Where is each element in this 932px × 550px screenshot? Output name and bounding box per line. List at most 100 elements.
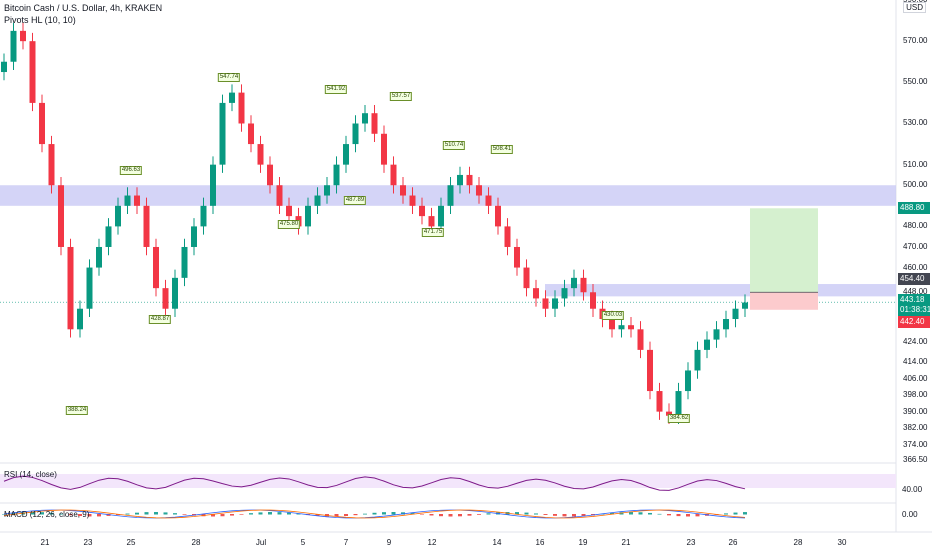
candle-body — [533, 288, 539, 299]
pivot-label: 430.03 — [601, 311, 625, 320]
macd-histogram-bar — [553, 514, 557, 516]
candle-body — [267, 164, 273, 186]
candle-body — [305, 205, 311, 227]
macd-label[interactable]: MACD (12, 26, close, 9) — [4, 510, 90, 519]
candle-body — [238, 92, 245, 124]
macd-histogram-bar — [135, 512, 139, 515]
time-axis-label: 28 — [191, 538, 201, 547]
macd-histogram-bar — [268, 512, 272, 515]
candle-body — [257, 144, 264, 165]
macd-histogram-bar — [334, 514, 339, 517]
macd-histogram-bar — [125, 513, 130, 515]
macd-histogram-bar — [68, 514, 73, 516]
macd-histogram-bar — [572, 514, 576, 517]
macd-histogram-bar — [154, 512, 158, 515]
macd-histogram-bar — [11, 513, 16, 515]
time-axis-label: 23 — [686, 538, 696, 547]
macd-histogram-bar — [211, 514, 215, 517]
macd-histogram-bar — [657, 513, 662, 515]
candle-body — [618, 325, 625, 330]
macd-histogram-bar — [78, 514, 82, 517]
candle-body — [172, 277, 178, 309]
price-axis-label: 500.00 — [903, 180, 928, 190]
indicator-legend[interactable]: Pivots HL (10, 10) — [4, 15, 76, 25]
time-axis-label: 19 — [578, 538, 588, 547]
macd-level: 0.00 — [902, 510, 918, 519]
macd-histogram-bar — [144, 512, 149, 515]
candle-body — [504, 226, 511, 247]
pivot-label: 471.75 — [421, 228, 445, 237]
macd-histogram-bar — [477, 514, 481, 515]
candle-body — [200, 205, 207, 227]
candle-body — [48, 144, 55, 186]
macd-histogram-bar — [448, 514, 453, 517]
symbol-title[interactable]: Bitcoin Cash / U.S. Dollar, 4h, KRAKEN — [4, 3, 163, 13]
candle-body — [637, 329, 644, 350]
candle-body — [10, 30, 17, 62]
candle-body — [447, 185, 454, 206]
price-tag: 488.80 — [898, 202, 930, 215]
macd-histogram-bar — [562, 514, 567, 517]
macd-histogram-bar — [629, 512, 633, 515]
candle-body — [571, 277, 577, 289]
macd-histogram-bar — [173, 513, 177, 515]
candle-body — [656, 391, 663, 412]
price-axis-label: 424.00 — [903, 336, 928, 346]
candle-body — [685, 370, 691, 392]
pivot-label: 428.87 — [148, 315, 172, 324]
macd-histogram-bar — [401, 512, 405, 515]
price-axis-label: 366.50 — [903, 455, 928, 464]
macd-histogram-bar — [686, 514, 690, 517]
candle-body — [580, 277, 587, 293]
rsi-line — [3, 475, 746, 491]
rsi-label[interactable]: RSI (14, close) — [4, 470, 57, 479]
candle-body — [675, 391, 682, 416]
currency-badge[interactable]: USD — [903, 2, 926, 13]
macd-histogram-bar — [676, 514, 681, 517]
macd-histogram-bar — [97, 514, 101, 517]
macd-histogram-bar — [59, 513, 63, 515]
candle-body — [552, 298, 558, 309]
candle-body — [647, 349, 653, 392]
candle-body — [457, 174, 463, 186]
macd-histogram-bar — [296, 513, 301, 515]
candle-body — [29, 41, 36, 103]
candle-body — [590, 292, 596, 309]
price-tag: 442.40 — [898, 315, 930, 328]
pivot-label: 487.89 — [343, 196, 367, 205]
candle-body — [381, 133, 387, 165]
candle-body — [561, 288, 568, 299]
pivot-label: 510.74 — [442, 141, 466, 150]
macd-histogram-bar — [344, 514, 348, 517]
macd-histogram-bar — [638, 512, 643, 515]
candle-body — [438, 205, 444, 227]
time-axis-label: 21 — [40, 538, 50, 547]
candle-body — [742, 302, 748, 309]
candle-body — [362, 113, 368, 124]
macd-histogram-bar — [372, 512, 377, 515]
price-axis-label: 398.00 — [903, 390, 928, 400]
macd-histogram-bar — [315, 514, 320, 516]
time-axis-label: 7 — [343, 538, 349, 547]
candle-body — [485, 195, 492, 206]
macd-histogram-bar — [163, 512, 168, 515]
price-axis-label: 470.00 — [903, 241, 928, 251]
price-axis-label: 530.00 — [903, 118, 928, 128]
macd-histogram-bar — [439, 514, 443, 517]
macd-histogram-bar — [239, 514, 244, 515]
candle-body — [419, 205, 425, 217]
price-axis-label: 448.00 — [903, 287, 928, 297]
candle-body — [542, 298, 549, 309]
price-axis-label: 406.00 — [903, 373, 928, 383]
candle-body — [86, 267, 93, 309]
macd-histogram-bar — [49, 512, 54, 515]
macd-histogram-bar — [429, 514, 434, 516]
candle-body — [229, 92, 235, 103]
macd-histogram-bar — [695, 514, 700, 517]
candle-body — [181, 246, 188, 278]
time-axis-label: 5 — [300, 538, 306, 547]
candle-body — [39, 102, 45, 145]
price-axis-label: 390.00 — [903, 406, 928, 416]
macd-histogram-bar — [743, 512, 747, 515]
